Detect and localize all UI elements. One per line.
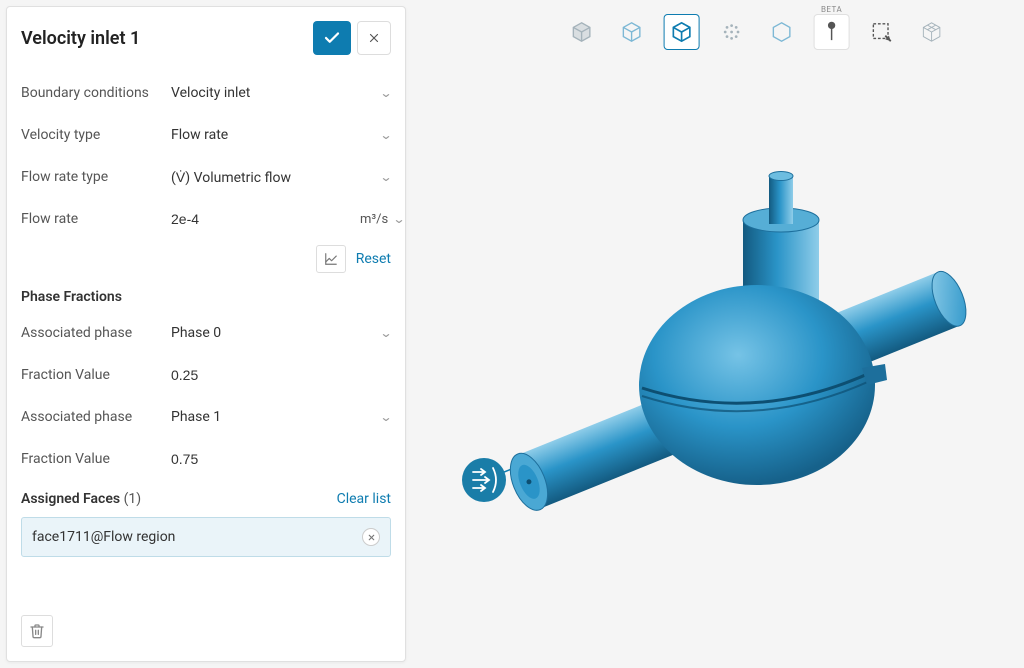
chevron-down-icon: ⌄ bbox=[379, 128, 392, 142]
phase-fractions-title: Phase Fractions bbox=[21, 289, 391, 305]
assigned-face-item[interactable]: face1711@Flow region bbox=[21, 517, 391, 557]
box-select-icon bbox=[871, 21, 893, 43]
panel-title: Velocity inlet 1 bbox=[21, 28, 313, 49]
cube-solid-icon bbox=[571, 21, 593, 43]
remove-face-button[interactable] bbox=[362, 528, 380, 546]
assigned-faces-count: (1) bbox=[124, 491, 142, 507]
view-outline-button[interactable] bbox=[764, 14, 800, 50]
box-select-button[interactable] bbox=[864, 14, 900, 50]
assigned-faces-label: Assigned Faces bbox=[21, 491, 120, 507]
flow-rate-unit: m³/s bbox=[360, 212, 388, 227]
field-associated-phase-0: Associated phase Phase 0 ⌄ bbox=[21, 313, 391, 353]
assigned-faces-title: Assigned Faces (1) bbox=[21, 491, 141, 507]
velocity-type-select[interactable]: Flow rate ⌄ bbox=[171, 124, 391, 146]
flow-rate-input[interactable] bbox=[171, 211, 352, 227]
field-label: Velocity type bbox=[21, 127, 171, 143]
chevron-down-icon: ⌄ bbox=[393, 212, 406, 226]
field-fraction-value-1: Fraction Value bbox=[21, 439, 391, 479]
flow-rate-type-select[interactable]: (V̇) Volumetric flow ⌄ bbox=[171, 166, 391, 189]
chevron-down-icon: ⌄ bbox=[379, 326, 392, 340]
panel-footer bbox=[21, 603, 391, 647]
close-icon bbox=[367, 533, 376, 542]
field-flow-rate: Flow rate m³/s ⌄ bbox=[21, 199, 391, 239]
flow-rate-type-value: (V̇) Volumetric flow bbox=[171, 169, 291, 186]
field-label: Fraction Value bbox=[21, 451, 171, 467]
field-label: Associated phase bbox=[21, 409, 171, 425]
fraction-0-control bbox=[171, 364, 391, 386]
chevron-down-icon: ⌄ bbox=[379, 410, 392, 424]
probe-icon bbox=[823, 21, 841, 43]
field-label: Flow rate bbox=[21, 211, 171, 227]
confirm-button[interactable] bbox=[313, 21, 351, 55]
probe-button[interactable]: BETA bbox=[814, 14, 850, 50]
chart-icon bbox=[323, 252, 339, 266]
phase-0-select[interactable]: Phase 0 ⌄ bbox=[171, 322, 391, 344]
view-points-button[interactable] bbox=[714, 14, 750, 50]
assigned-faces-header: Assigned Faces (1) Clear list bbox=[21, 491, 391, 507]
phase-0-value: Phase 0 bbox=[171, 325, 221, 341]
panel-header: Velocity inlet 1 bbox=[21, 21, 391, 55]
boundary-value: Velocity inlet bbox=[171, 85, 250, 101]
viewport-3d[interactable]: BETA bbox=[412, 0, 1024, 668]
field-boundary-conditions: Boundary conditions Velocity inlet ⌄ bbox=[21, 73, 391, 113]
chevron-down-icon: ⌄ bbox=[379, 170, 392, 184]
view-toolbar: BETA bbox=[564, 14, 950, 50]
model-3d-render bbox=[417, 80, 1017, 580]
view-solid-button[interactable] bbox=[564, 14, 600, 50]
cube-outline-icon bbox=[771, 21, 793, 43]
cube-transparent-icon bbox=[671, 21, 693, 43]
beta-badge: BETA bbox=[821, 5, 842, 14]
points-icon bbox=[721, 21, 743, 43]
properties-panel: Velocity inlet 1 Boundary conditions Vel… bbox=[6, 6, 406, 662]
field-associated-phase-1: Associated phase Phase 1 ⌄ bbox=[21, 397, 391, 437]
chart-button[interactable] bbox=[316, 245, 346, 273]
phase-1-select[interactable]: Phase 1 ⌄ bbox=[171, 406, 391, 428]
fraction-1-input[interactable] bbox=[171, 451, 391, 467]
reset-button[interactable]: Reset bbox=[356, 251, 391, 267]
assigned-face-name: face1711@Flow region bbox=[32, 529, 175, 545]
view-mesh-button[interactable] bbox=[914, 14, 950, 50]
cube-mesh-icon bbox=[921, 21, 943, 43]
cube-wire-icon bbox=[621, 21, 643, 43]
field-flow-rate-type: Flow rate type (V̇) Volumetric flow ⌄ bbox=[21, 157, 391, 197]
phase-1-value: Phase 1 bbox=[171, 409, 221, 425]
boundary-select[interactable]: Velocity inlet ⌄ bbox=[171, 82, 391, 104]
check-icon bbox=[323, 29, 341, 47]
chevron-down-icon: ⌄ bbox=[379, 86, 392, 100]
field-label: Boundary conditions bbox=[21, 85, 171, 101]
delete-button[interactable] bbox=[21, 615, 53, 647]
view-wireframe-button[interactable] bbox=[614, 14, 650, 50]
field-velocity-type: Velocity type Flow rate ⌄ bbox=[21, 115, 391, 155]
flow-rate-toolbar: Reset bbox=[21, 245, 391, 273]
field-fraction-value-0: Fraction Value bbox=[21, 355, 391, 395]
fraction-0-input[interactable] bbox=[171, 367, 391, 383]
view-transparent-button[interactable] bbox=[664, 14, 700, 50]
field-label: Fraction Value bbox=[21, 367, 171, 383]
field-label: Flow rate type bbox=[21, 169, 171, 185]
flow-rate-control: m³/s ⌄ bbox=[171, 208, 404, 230]
close-button[interactable] bbox=[357, 21, 391, 55]
clear-list-button[interactable]: Clear list bbox=[337, 491, 391, 507]
field-label: Associated phase bbox=[21, 325, 171, 341]
velocity-type-value: Flow rate bbox=[171, 127, 228, 143]
trash-icon bbox=[29, 623, 45, 639]
close-icon bbox=[367, 31, 381, 45]
fraction-1-control bbox=[171, 448, 391, 470]
